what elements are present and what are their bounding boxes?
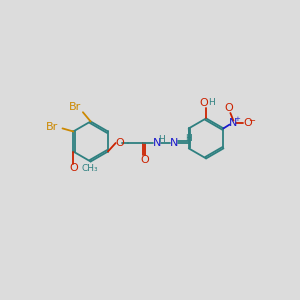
Text: H: H — [158, 135, 165, 144]
Text: N: N — [229, 118, 238, 128]
Text: O: O — [244, 118, 253, 128]
Text: O: O — [200, 98, 208, 108]
Text: O: O — [140, 155, 149, 165]
Text: Br: Br — [69, 102, 81, 112]
Text: H: H — [208, 98, 215, 107]
Text: N: N — [153, 138, 161, 148]
Text: +: + — [234, 116, 240, 122]
Text: O: O — [224, 103, 233, 113]
Text: O: O — [69, 164, 78, 173]
Text: N: N — [170, 138, 178, 148]
Text: O: O — [115, 138, 124, 148]
Text: CH₃: CH₃ — [82, 164, 98, 173]
Text: H: H — [185, 134, 192, 143]
Text: −: − — [248, 116, 255, 125]
Text: Br: Br — [46, 122, 58, 132]
